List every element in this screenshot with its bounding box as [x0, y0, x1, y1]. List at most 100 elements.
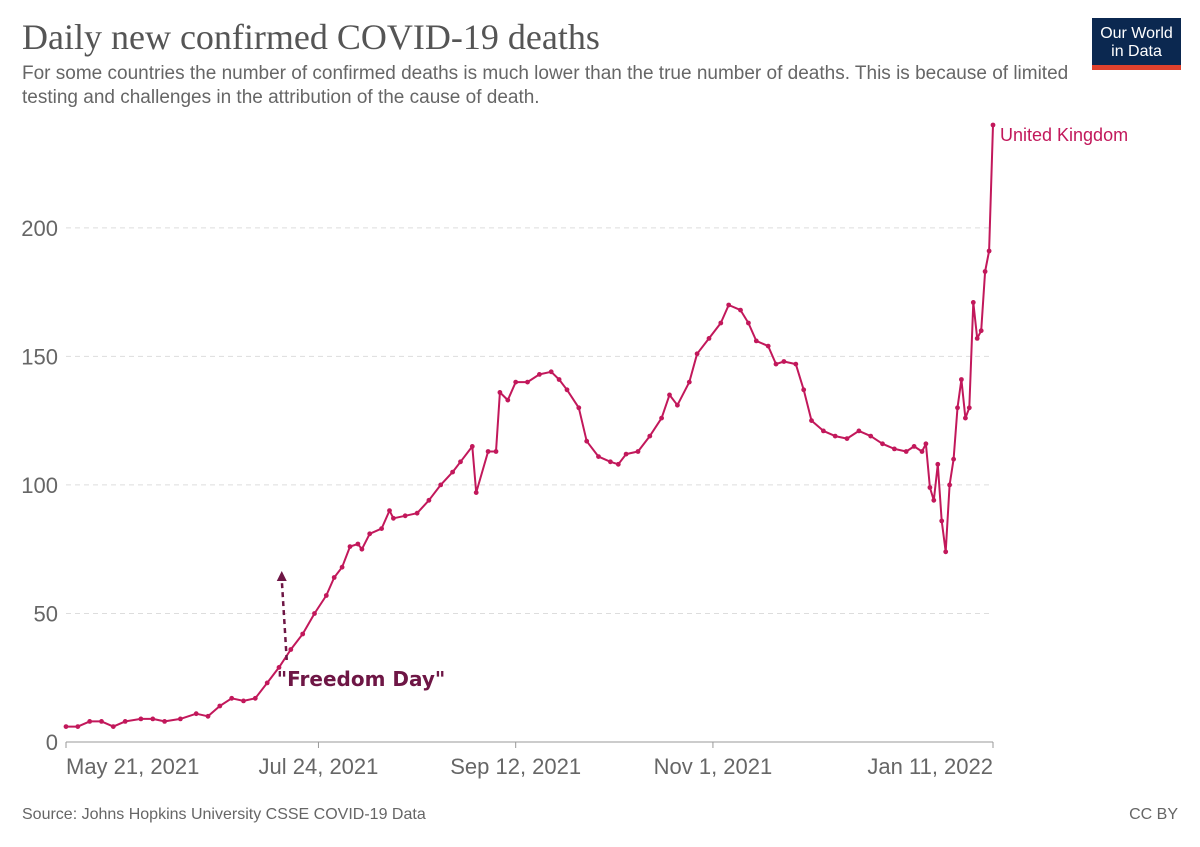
annotation-arrow-line — [280, 578, 288, 661]
annotation-layer: "Freedom Day" — [276, 571, 446, 691]
y-tick-label: 50 — [34, 601, 58, 626]
data-point — [635, 449, 641, 454]
x-axis: May 21, 2021 Jul 24, 2021 Sep 12, 2021 Nov … — [65, 741, 994, 779]
license-note[interactable]: CC BY — [1129, 806, 1178, 823]
data-point — [485, 449, 491, 454]
annotation-freedom-day: "Freedom Day" — [277, 667, 446, 691]
data-point — [765, 343, 771, 349]
data-point — [548, 369, 554, 375]
data-point — [300, 631, 306, 637]
data-point — [584, 438, 590, 444]
data-point — [647, 433, 653, 439]
data-point — [892, 446, 897, 452]
data-point — [458, 459, 463, 465]
data-point — [978, 328, 984, 334]
data-point — [911, 444, 917, 449]
data-point — [99, 719, 104, 724]
y-tick-label: 0 — [46, 730, 58, 755]
data-point — [537, 372, 542, 377]
data-point — [990, 122, 996, 128]
data-point — [469, 444, 475, 449]
data-point — [955, 405, 960, 411]
data-point — [923, 441, 929, 447]
data-point — [793, 361, 799, 367]
x-tick-label: Jan 11, 2022 — [867, 754, 993, 779]
data-point — [935, 461, 941, 467]
data-point — [331, 575, 337, 580]
data-point — [844, 436, 850, 441]
data-point — [832, 433, 838, 439]
data-point — [596, 454, 601, 459]
y-tick-label: 150 — [21, 344, 58, 369]
series-layer: United Kingdom — [63, 122, 1128, 729]
data-point — [970, 300, 976, 305]
data-point — [931, 497, 937, 503]
data-point — [193, 711, 199, 717]
annotation-arrow-head — [276, 571, 287, 582]
series-label: United Kingdom — [1000, 125, 1128, 145]
y-axis: 0 50 100 150 200 — [21, 216, 58, 755]
data-point — [801, 387, 807, 393]
x-tick-label: Sep 12, 2021 — [450, 754, 581, 779]
data-point — [122, 719, 128, 724]
data-point — [438, 482, 444, 488]
data-point — [497, 390, 503, 395]
data-point — [426, 497, 432, 503]
data-point — [525, 379, 530, 385]
data-point — [87, 719, 93, 724]
data-point — [623, 451, 629, 457]
data-point — [63, 724, 69, 729]
data-point — [706, 336, 712, 341]
data-point — [718, 320, 724, 326]
data-point — [138, 716, 144, 722]
data-point — [686, 379, 692, 385]
data-point — [402, 513, 408, 519]
data-point — [75, 724, 81, 729]
data-point — [505, 397, 511, 403]
data-point — [367, 531, 373, 537]
data-point — [241, 698, 246, 704]
data-point — [927, 485, 933, 490]
data-point — [986, 248, 992, 254]
data-point — [675, 402, 680, 408]
x-tick-label: Nov 1, 2021 — [654, 754, 773, 779]
data-point — [753, 338, 759, 344]
y-tick-label: 200 — [21, 216, 58, 241]
data-point — [450, 469, 455, 475]
source-note[interactable]: Source: Johns Hopkins University CSSE CO… — [22, 806, 426, 823]
data-point — [276, 665, 282, 670]
data-point — [414, 510, 420, 516]
data-point — [347, 544, 353, 549]
data-point — [391, 515, 396, 521]
data-point — [951, 456, 956, 462]
chart-title: Daily new confirmed COVID-19 deaths — [22, 17, 600, 57]
data-point — [252, 695, 258, 701]
data-point — [493, 449, 499, 454]
data-point — [868, 433, 874, 439]
data-point — [288, 647, 294, 652]
data-point — [781, 359, 787, 364]
data-point — [264, 680, 270, 686]
data-point — [359, 546, 365, 552]
data-point — [178, 716, 183, 722]
owid-logo[interactable]: Our World in Data — [1092, 18, 1181, 70]
data-point — [162, 719, 168, 724]
y-tick-label: 100 — [21, 473, 58, 498]
data-point — [821, 428, 826, 434]
data-point — [943, 549, 949, 555]
data-point — [667, 392, 672, 398]
data-point — [974, 336, 980, 341]
data-point — [473, 490, 479, 495]
data-point — [773, 361, 779, 367]
data-point — [576, 405, 582, 411]
data-point — [608, 459, 613, 465]
data-point — [966, 405, 972, 411]
data-point — [339, 564, 345, 570]
data-point — [963, 415, 968, 421]
data-point — [564, 387, 570, 393]
data-point — [982, 269, 988, 274]
data-point — [110, 724, 116, 729]
data-point — [323, 593, 329, 598]
data-point — [694, 351, 700, 357]
data-point — [217, 703, 223, 709]
